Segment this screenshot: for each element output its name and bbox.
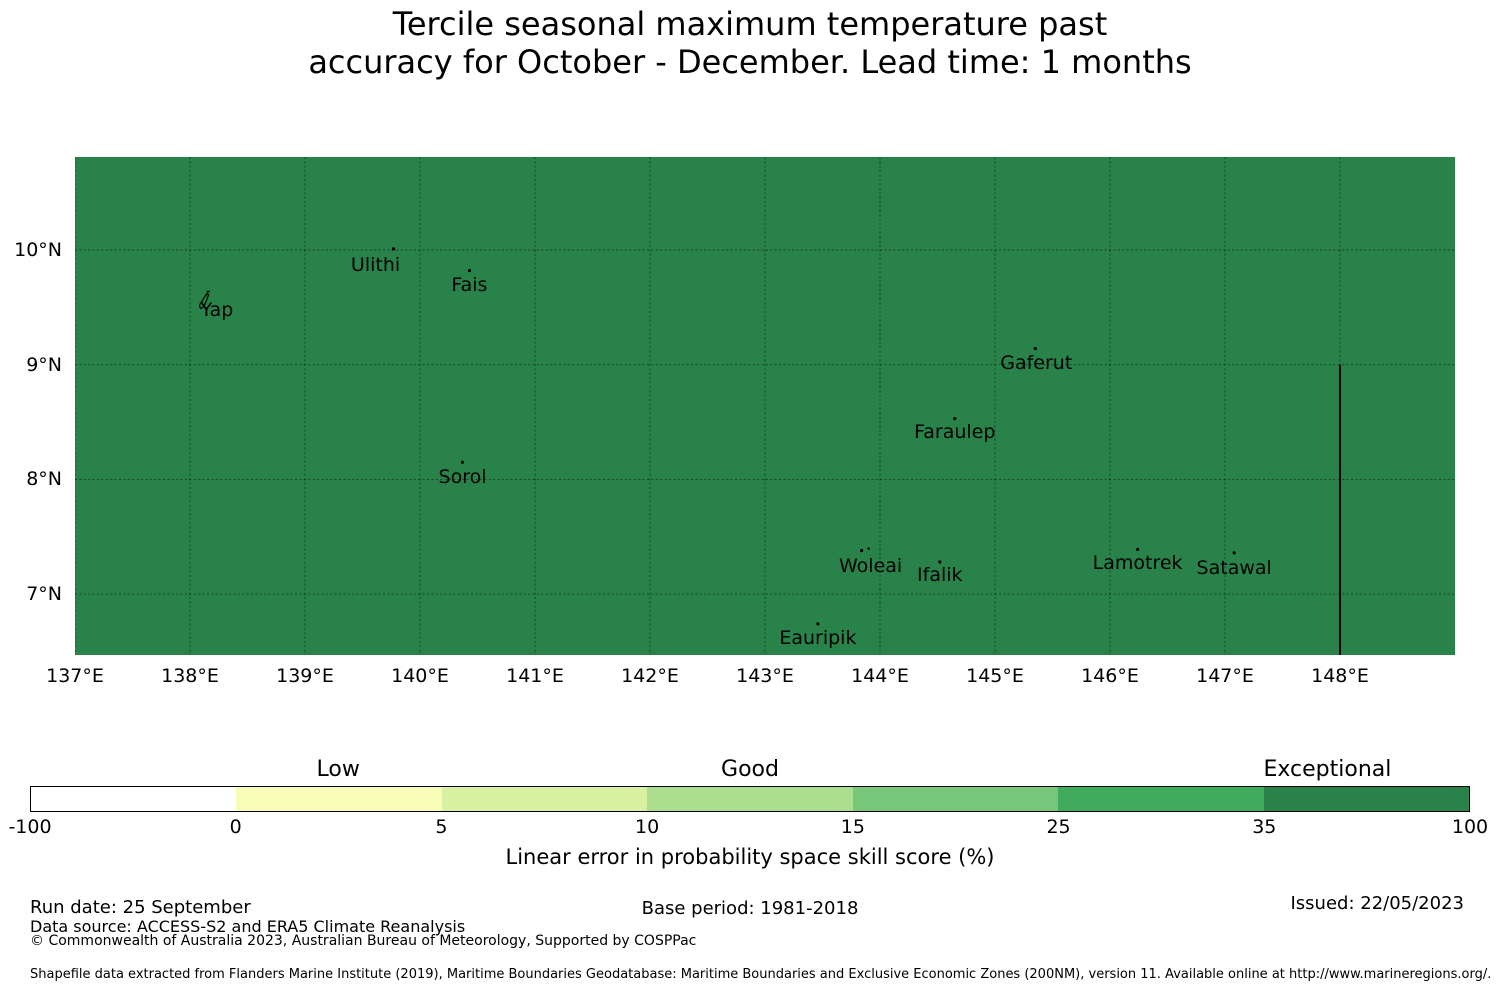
x-tick-label: 140°E bbox=[391, 665, 449, 687]
colorbar-tick-label: 25 bbox=[1046, 816, 1071, 838]
chart-title: Tercile seasonal maximum temperature pas… bbox=[0, 5, 1500, 81]
colorbar-tick-label: 5 bbox=[435, 816, 448, 838]
island-label-sorol: Sorol bbox=[438, 466, 487, 489]
x-tick-label: 146°E bbox=[1081, 665, 1139, 687]
island-dot bbox=[938, 560, 942, 564]
island-label-satawal: Satawal bbox=[1196, 556, 1272, 579]
island-dot bbox=[1033, 347, 1037, 351]
colorbar-tick-label: 15 bbox=[840, 816, 865, 838]
island-dot bbox=[460, 460, 465, 464]
chart-title-line1: Tercile seasonal maximum temperature pas… bbox=[392, 5, 1108, 43]
colorbar-category-low: Low bbox=[316, 757, 360, 782]
colorbar-segment-35-to-100 bbox=[1263, 787, 1469, 811]
island-outline-marker bbox=[199, 290, 211, 310]
colorbar-tick-label: 0 bbox=[229, 816, 242, 838]
island-label-ifalik: Ifalik bbox=[917, 563, 963, 586]
x-tick-label: 144°E bbox=[851, 665, 909, 687]
colorbar-category-exceptional: Exceptional bbox=[1263, 757, 1392, 782]
map-area: Yap Ulithi Fais Sorol Gaferut Faraulep Woleai I… bbox=[75, 157, 1455, 655]
colorbar-segment--100-to-0 bbox=[31, 787, 237, 811]
island-dot bbox=[816, 622, 820, 626]
base-period-text: Base period: 1981-2018 bbox=[641, 898, 859, 919]
map-graphics bbox=[75, 157, 1455, 655]
colorbar-segment-5-to-10 bbox=[441, 787, 648, 811]
island-dot bbox=[1136, 547, 1140, 551]
chart-title-line2: accuracy for October - December. Lead ti… bbox=[308, 43, 1192, 81]
island-dot bbox=[953, 417, 957, 421]
island-coastline bbox=[199, 292, 210, 310]
colorbar-segment-25-to-35 bbox=[1058, 787, 1264, 811]
colorbar bbox=[30, 786, 1470, 812]
y-tick-label: 10°N bbox=[14, 239, 62, 261]
y-tick-label: 9°N bbox=[26, 353, 62, 376]
x-tick-label: 137°E bbox=[46, 665, 104, 687]
island-label-eauripik: Eauripik bbox=[779, 626, 857, 649]
island-dot bbox=[1232, 551, 1236, 555]
colorbar-segment-15-to-25 bbox=[852, 787, 1059, 811]
island-label-woleai: Woleai bbox=[838, 554, 903, 577]
island-reef-mark bbox=[206, 290, 211, 293]
copyright-text: © Commonwealth of Australia 2023, Austra… bbox=[30, 933, 697, 949]
data-source-text: Data source: ACCESS-S2 and ERA5 Climate … bbox=[30, 917, 466, 936]
colorbar-segment-10-to-15 bbox=[647, 787, 853, 811]
x-tick-label: 138°E bbox=[161, 665, 219, 687]
issued-date-text: Issued: 22/05/2023 bbox=[1290, 893, 1464, 914]
island-dot bbox=[391, 247, 396, 251]
island-dot bbox=[867, 547, 870, 550]
colorbar-tick-label: -100 bbox=[8, 816, 52, 838]
colorbar-tick-label: 35 bbox=[1252, 816, 1277, 838]
island-dot bbox=[467, 269, 472, 273]
colorbar-segment-0-to-5 bbox=[236, 787, 442, 811]
colorbar-tick-label: 100 bbox=[1451, 816, 1489, 838]
island-label-gaferut: Gaferut bbox=[1000, 351, 1073, 374]
x-tick-label: 142°E bbox=[621, 665, 679, 687]
run-date-text: Run date: 25 September bbox=[30, 897, 251, 918]
x-tick-label: 139°E bbox=[276, 665, 334, 687]
island-label-fais: Fais bbox=[451, 273, 488, 296]
shapefile-note-text: Shapefile data extracted from Flanders M… bbox=[30, 967, 1492, 982]
colorbar-category-good: Good bbox=[721, 757, 779, 782]
island-dot bbox=[860, 548, 864, 553]
x-tick-label: 147°E bbox=[1196, 665, 1254, 687]
y-tick-label: 7°N bbox=[26, 583, 62, 606]
island-label-lamotrek: Lamotrek bbox=[1092, 552, 1183, 575]
x-tick-label: 145°E bbox=[966, 665, 1024, 687]
x-tick-label: 148°E bbox=[1311, 665, 1369, 687]
y-tick-label: 8°N bbox=[26, 468, 62, 491]
x-tick-label: 143°E bbox=[736, 665, 794, 687]
x-tick-label: 141°E bbox=[506, 665, 564, 687]
colorbar-tick-label: 10 bbox=[635, 816, 660, 838]
island-label-ulithi: Ulithi bbox=[350, 253, 401, 276]
island-label-faraulep: Faraulep bbox=[914, 420, 996, 443]
island-label-yap: Yap bbox=[200, 298, 234, 321]
colorbar-axis-label: Linear error in probability space skill … bbox=[505, 845, 995, 869]
